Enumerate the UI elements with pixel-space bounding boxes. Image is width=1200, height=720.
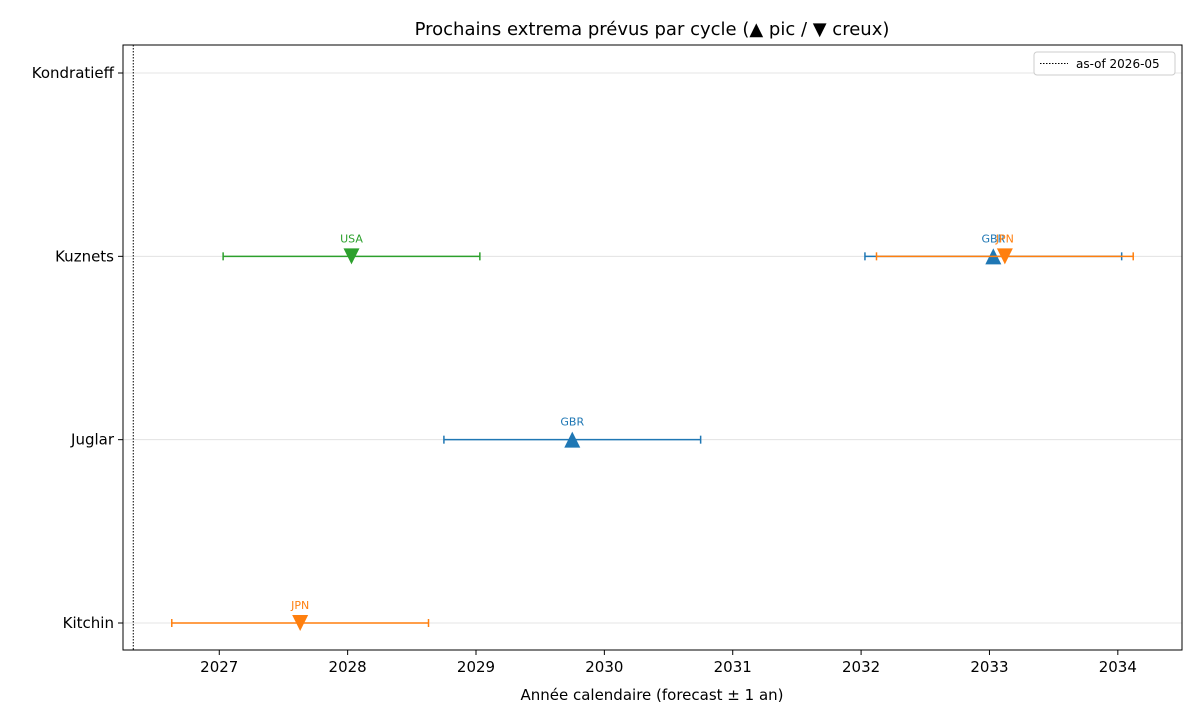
x-tick-label: 2029 [457,658,495,676]
trough-marker [996,248,1013,265]
y-tick-label: Juglar [70,431,115,449]
point-label: USA [340,232,363,245]
legend: as-of 2026-05 [1033,51,1176,76]
point-label: GBR [981,232,1005,245]
point-label: GBR [560,416,584,429]
legend-asof-label: as-of 2026-05 [1076,57,1160,71]
x-tick-label: 2027 [200,658,238,676]
y-tick-label: Kitchin [63,614,114,632]
x-tick-label: 2034 [1099,658,1137,676]
x-tick-label: 2030 [585,658,623,676]
point-label: JPN [995,232,1014,245]
grid [123,72,1182,624]
x-tick-label: 2032 [842,658,880,676]
x-tick-label: 2033 [970,658,1008,676]
y-tick-label: Kondratieff [32,64,115,82]
legend-box [1033,51,1176,76]
peak-marker [564,431,581,448]
trough-marker [343,248,360,265]
x-axis-label: Année calendaire (forecast ± 1 an) [520,686,783,704]
x-tick-label: 2028 [329,658,367,676]
x-axis: 2027 2028 2029 2030 2031 2032 2033 2034 [200,650,1137,676]
y-axis: Kitchin Juglar Kuznets Kondratieff [32,64,123,632]
plot-frame [122,44,1183,651]
trough-marker [292,615,309,631]
y-tick-label: Kuznets [55,247,114,265]
chart-title: Prochains extrema prévus par cycle (▲ pi… [415,19,890,40]
point-label: JPN [290,599,309,612]
x-tick-label: 2031 [714,658,752,676]
